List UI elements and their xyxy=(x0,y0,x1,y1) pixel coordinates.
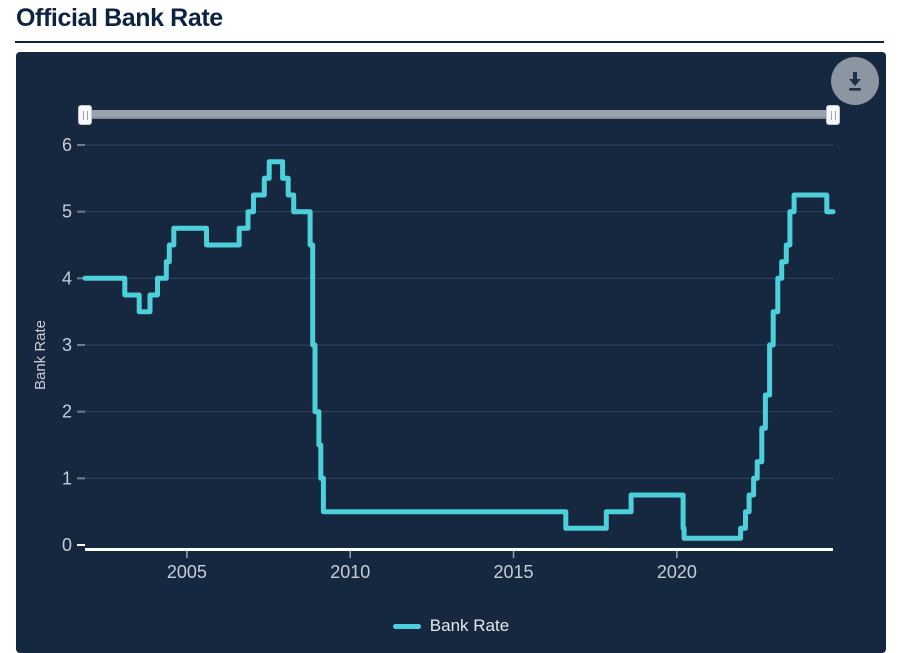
range-slider-handle-right[interactable] xyxy=(826,105,840,125)
range-slider-handle-left[interactable] xyxy=(78,105,92,125)
y-tick-label: 5 xyxy=(62,202,72,222)
y-tick-label: 2 xyxy=(62,402,72,422)
legend-swatch-bank-rate xyxy=(392,623,421,629)
x-tick-label: 2010 xyxy=(330,562,370,582)
legend-label-bank-rate: Bank Rate xyxy=(429,616,510,635)
slider-grip-icon xyxy=(831,111,836,120)
y-axis-title: Bank Rate xyxy=(32,320,49,390)
y-tick-label: 0 xyxy=(62,535,72,555)
x-axis-line xyxy=(85,548,833,551)
bank-rate-step-line xyxy=(82,159,836,541)
chart-card: 0 1 2 3 4 5 6 2005 2010 2015 2020 Bank Rate Bank Ra… xyxy=(16,52,886,653)
x-tick-label: 2005 xyxy=(167,562,207,582)
x-tick-label: 2020 xyxy=(657,562,697,582)
x-tick-label: 2015 xyxy=(494,562,534,582)
page-title: Official Bank Rate xyxy=(16,4,223,32)
slider-grip-icon xyxy=(83,111,88,120)
y-tick-label: 6 xyxy=(62,135,72,155)
range-slider-track[interactable] xyxy=(85,110,833,119)
download-button[interactable] xyxy=(831,57,879,105)
y-tick-label: 1 xyxy=(62,468,72,488)
download-icon xyxy=(849,72,861,91)
title-divider xyxy=(15,41,884,43)
y-tick-label: 4 xyxy=(62,268,72,288)
bank-rate-chart: 0 1 2 3 4 5 6 2005 2010 2015 2020 Bank Rate xyxy=(32,135,836,582)
y-tick-label: 3 xyxy=(62,335,72,355)
chart-legend: Bank Rate xyxy=(16,616,886,636)
